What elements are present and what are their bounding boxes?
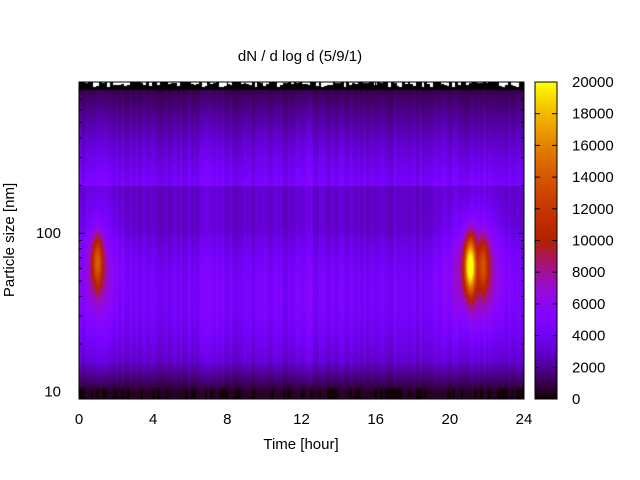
- chart-title: dN / d log d (5/9/1): [238, 48, 362, 65]
- colorbar-tick-label: 18000: [572, 106, 614, 123]
- colorbar-tick-label: 14000: [572, 169, 614, 186]
- colorbar-ticks: 0 2000 4000 6000 8000 10000 12000 14000 16000 180…: [535, 74, 614, 408]
- x-tick-label: 0: [75, 411, 83, 428]
- x-tick-label: 12: [293, 411, 310, 428]
- colorbar-tick-label: 16000: [572, 137, 614, 154]
- colorbar: [535, 82, 557, 399]
- colorbar-tick-label: 20000: [572, 74, 614, 91]
- y-axis: 10 100: [36, 81, 524, 401]
- x-tick-label: 8: [223, 411, 231, 428]
- x-tick-label: 4: [149, 411, 157, 428]
- x-axis: 0 4 8 12 16 20 24: [75, 82, 533, 428]
- x-tick-label: 20: [441, 411, 458, 428]
- colorbar-tick-label: 4000: [572, 328, 605, 345]
- heatmap-plot-area: [79, 82, 524, 399]
- x-tick-label: 16: [367, 411, 384, 428]
- colorbar-tick-label: 0: [572, 391, 580, 408]
- colorbar-tick-label: 10000: [572, 233, 614, 250]
- y-tick-label: 10: [44, 384, 61, 401]
- x-axis-label: Time [hour]: [263, 436, 338, 453]
- colorbar-tick-label: 6000: [572, 296, 605, 313]
- colorbar-tick-label: 2000: [572, 359, 605, 376]
- x-tick-label: 24: [516, 411, 533, 428]
- colorbar-tick-label: 8000: [572, 264, 605, 281]
- colorbar-tick-label: 12000: [572, 201, 614, 218]
- y-axis-label: Particle size [nm]: [1, 183, 18, 297]
- y-tick-label: 100: [36, 225, 61, 242]
